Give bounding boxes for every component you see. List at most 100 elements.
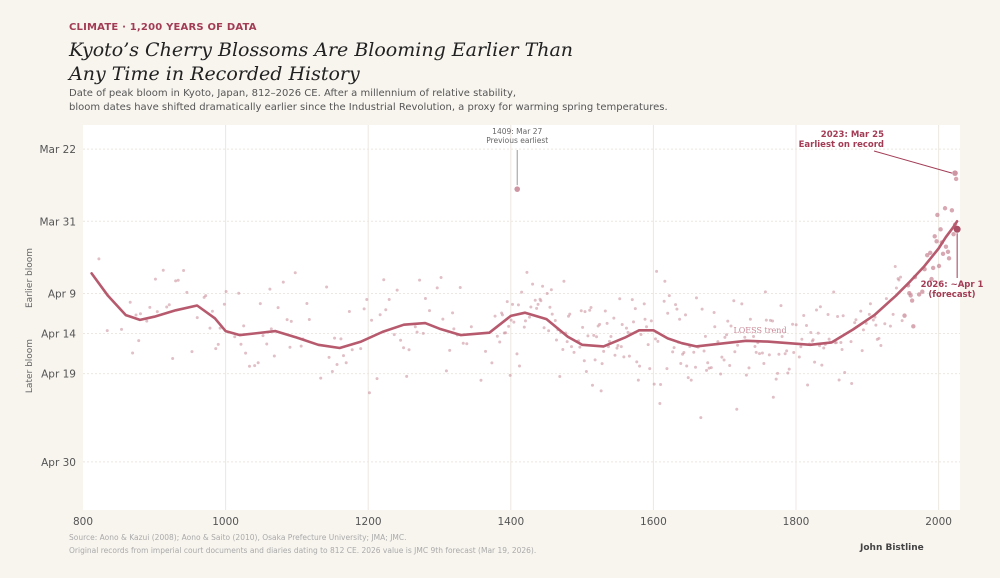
scatter-point xyxy=(293,271,297,275)
scatter-point xyxy=(748,317,752,321)
scatter-point xyxy=(265,342,269,346)
annotation-2023-note: Earliest on record xyxy=(799,140,884,150)
scatter-point xyxy=(671,350,675,354)
scatter-point xyxy=(712,311,716,315)
scatter-point xyxy=(630,298,634,302)
scatter-point xyxy=(615,346,619,350)
chart-title: Kyoto’s Cherry Blossoms Are Blooming Ear… xyxy=(69,38,669,86)
scatter-point xyxy=(508,373,512,377)
scatter-point xyxy=(567,314,571,318)
scatter-point xyxy=(612,316,616,320)
scatter-point xyxy=(818,305,822,309)
scatter-point xyxy=(902,313,907,318)
scatter-point xyxy=(138,312,142,316)
scatter-point xyxy=(451,311,455,315)
scatter-point xyxy=(535,306,539,310)
scatter-point xyxy=(520,290,524,294)
scatter-point xyxy=(258,302,262,306)
scatter-point xyxy=(239,342,243,346)
scatter-point xyxy=(224,290,228,294)
scatter-point xyxy=(581,325,585,329)
scatter-point xyxy=(794,323,798,327)
kicker: CLIMATE · 1,200 YEARS OF DATA xyxy=(69,22,257,33)
scatter-point xyxy=(325,285,329,289)
scatter-point xyxy=(653,337,657,341)
scatter-point xyxy=(894,286,898,290)
scatter-point xyxy=(517,364,521,368)
scatter-point xyxy=(195,316,199,320)
scatter-point xyxy=(97,257,101,261)
scatter-point xyxy=(469,325,473,329)
scatter-point xyxy=(752,335,756,339)
scatter-point xyxy=(214,347,218,351)
title-line-2: Any Time in Recorded History xyxy=(69,63,360,85)
scatter-point xyxy=(498,340,502,344)
annotation-2026-label: 2026: ~Apr 1 xyxy=(921,280,984,290)
scatter-point xyxy=(771,395,775,399)
annotation-1409-note: Previous earliest xyxy=(486,136,548,145)
scatter-point xyxy=(439,276,443,280)
scatter-point xyxy=(244,351,248,355)
scatter-point xyxy=(682,350,686,354)
scatter-point xyxy=(276,306,280,310)
scatter-point xyxy=(791,322,795,326)
scatter-point xyxy=(871,318,875,322)
scatter-point xyxy=(888,324,892,328)
scatter-point xyxy=(516,303,520,307)
scatter-point xyxy=(744,373,748,377)
scatter-point xyxy=(720,355,724,359)
scatter-point xyxy=(305,302,309,306)
scatter-point xyxy=(423,297,427,301)
scatter-point xyxy=(735,407,739,411)
scatter-point xyxy=(584,370,588,374)
scatter-point xyxy=(598,322,602,326)
title-line-1: Kyoto’s Cherry Blossoms Are Blooming Ear… xyxy=(69,39,574,61)
scatter-point xyxy=(713,325,717,329)
scatter-point xyxy=(659,383,663,387)
scatter-point xyxy=(703,334,707,338)
scatter-point xyxy=(307,317,311,321)
scatter-point xyxy=(639,333,643,337)
scatter-point xyxy=(800,337,804,341)
scatter-point xyxy=(161,268,165,272)
scatter-point xyxy=(868,302,872,306)
scatter-point xyxy=(754,350,758,354)
scatter-point xyxy=(505,300,509,304)
scatter-point xyxy=(832,290,836,294)
scatter-point xyxy=(479,378,483,382)
highlight-point xyxy=(514,186,521,192)
scatter-point xyxy=(242,324,246,328)
scatter-point xyxy=(233,335,237,339)
scatter-point xyxy=(658,401,662,405)
scatter-point xyxy=(753,344,757,348)
scatter-point xyxy=(728,363,732,367)
annotation-2023-label: 2023: Mar 25 xyxy=(821,130,884,140)
scatter-point xyxy=(523,319,527,323)
scatter-point xyxy=(362,307,366,311)
scatter-point xyxy=(834,341,838,345)
scatter-point xyxy=(272,354,276,358)
y-tick-label: Apr 19 xyxy=(41,369,76,381)
scatter-point xyxy=(605,321,609,325)
scatter-point xyxy=(942,206,948,211)
scatter-point xyxy=(805,324,809,328)
scatter-point xyxy=(509,318,513,322)
scatter-point xyxy=(943,244,949,249)
scatter-point xyxy=(182,268,186,272)
scatter-point xyxy=(174,279,178,283)
scatter-point xyxy=(930,265,936,271)
scatter-point xyxy=(802,314,806,318)
scatter-point xyxy=(951,231,956,237)
scatter-point xyxy=(268,287,272,291)
scatter-point xyxy=(289,319,293,323)
scatter-point xyxy=(484,349,488,353)
scatter-point xyxy=(935,212,940,218)
y-axis-label-later: Later bloom xyxy=(25,339,35,393)
scatter-point xyxy=(633,307,637,311)
scatter-point xyxy=(105,329,109,333)
scatter-point xyxy=(932,234,937,239)
scatter-point xyxy=(578,345,582,349)
scatter-points xyxy=(97,176,959,420)
author-credit: John Bistline xyxy=(860,543,924,553)
scatter-point xyxy=(415,330,419,334)
